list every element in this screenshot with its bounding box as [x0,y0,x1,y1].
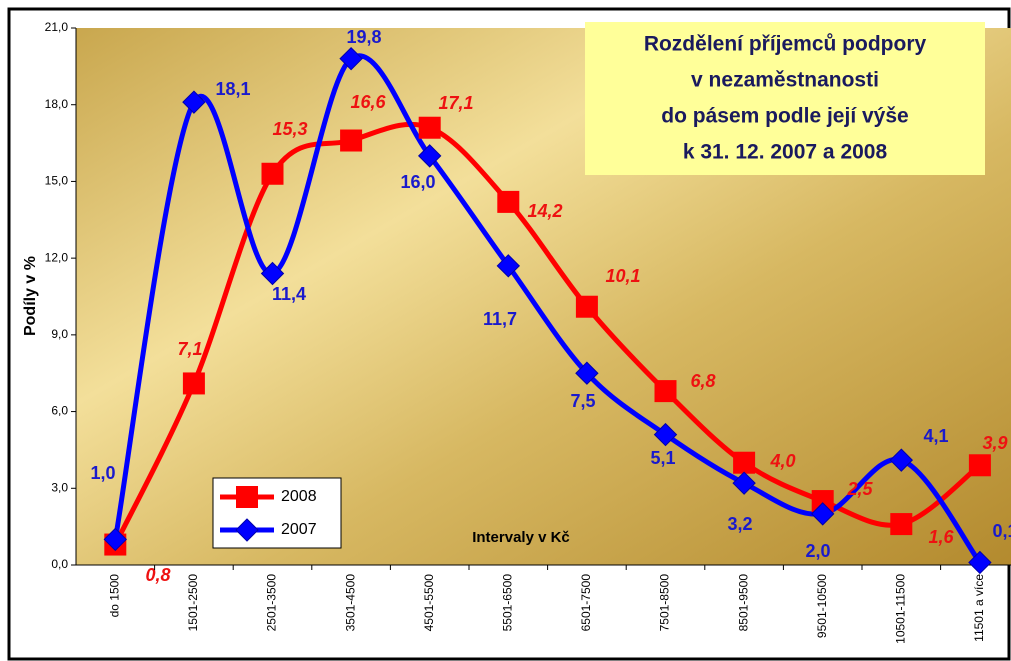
data-label: 2,5 [846,479,873,499]
data-label: 0,1 [992,521,1011,541]
data-label: 17,1 [438,93,473,113]
data-label: 10,1 [605,266,640,286]
legend-label: 2008 [281,488,317,505]
data-label: 15,3 [272,119,307,139]
data-point [417,144,442,168]
data-point [890,513,913,536]
data-label: 7,1 [177,339,202,359]
x-tick-label: 11501 a více [972,574,986,642]
data-label: 3,9 [982,433,1007,453]
y-tick-label: 18,0 [45,97,69,111]
legend-swatch [235,518,259,542]
x-tick-label: do 1500 [107,574,121,618]
data-point [811,490,834,513]
data-label: 11,4 [272,284,306,304]
data-point [810,502,835,526]
data-point [418,116,441,139]
data-point [968,550,992,575]
legend [212,477,342,549]
data-point [182,372,205,395]
chart-title: k 31. 12. 2007 a 2008 [683,141,888,164]
data-point [103,527,128,552]
data-label: 1,0 [90,463,115,483]
data-point [575,361,599,385]
x-tick-label: 2501-3500 [265,574,279,632]
layer: 0,8 7,1 15,3 16,6 17,1 14,2 10,1 6,8 4,0 2,5 1,6 3,… [90,27,1011,585]
y-tick-label: 12,0 [45,250,69,264]
data-label: 1,6 [928,527,954,547]
chart-title: do pásem podle její výše [661,105,908,128]
data-point [968,454,991,477]
chart-title: v nezaměstnanosti [691,69,879,92]
data-label: 4,0 [769,451,795,471]
data-point [575,295,598,318]
data-label: 4,1 [923,426,948,446]
data-label: 16,0 [400,172,435,192]
x-tick-label: 5501-6500 [500,574,514,632]
data-point [261,162,284,185]
data-point [340,129,363,152]
y-tick-label: 3,0 [51,480,68,494]
data-point [339,46,363,71]
x-tick-label: 6501-7500 [579,574,593,632]
y-axis-title: Podíly v % [22,256,39,336]
y-tick-label: 0,0 [51,557,68,571]
data-point [732,471,756,495]
data-label: 0,8 [145,565,170,585]
y-tick-label: 6,0 [51,404,68,418]
legend-label: 2007 [281,521,317,538]
x-tick-label: 8501-9500 [736,574,750,632]
data-label: 2,0 [805,541,830,561]
chart-title: Rozdělení příjemců podpory [644,33,927,56]
data-point [260,261,285,286]
data-point [654,380,677,403]
data-label: 7,5 [570,391,595,411]
data-point [889,448,914,472]
data-point [496,254,521,278]
data-label: 5,1 [650,448,675,468]
x-axis-title: Intervaly v Kč [472,529,570,546]
title-box [585,22,985,175]
y-tick-label: 9,0 [51,327,68,341]
data-point [733,451,756,474]
data-label: 6,8 [690,371,715,391]
data-label: 14,2 [527,201,562,221]
data-label: 11,7 [483,309,517,329]
y-tick-label: 21,0 [45,20,69,34]
data-label: 16,6 [350,92,386,112]
data-point [653,422,678,447]
data-label: 19,8 [346,27,381,47]
legend-swatch [236,486,258,508]
data-label: 3,2 [727,514,752,534]
x-tick-label: 3501-4500 [343,574,357,632]
x-tick-label: 7501-8500 [658,574,672,632]
y-tick-label: 15,0 [45,174,69,188]
x-tick-label: 1501-2500 [186,574,200,632]
data-point [497,190,520,213]
data-label: 18,1 [215,79,250,99]
x-tick-label: 9501-10500 [815,574,829,638]
x-tick-label: 10501-11500 [893,574,907,644]
x-tick-label: 4501-5500 [422,574,436,632]
data-point [182,90,206,114]
